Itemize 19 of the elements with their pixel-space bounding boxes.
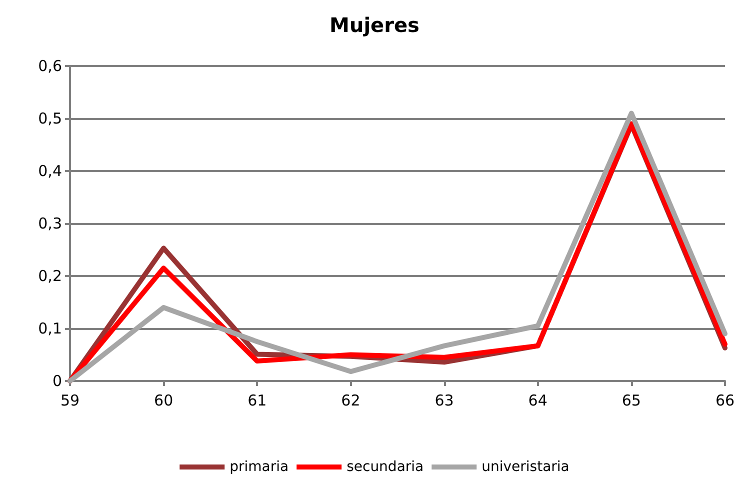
legend-label: secundaria — [346, 459, 424, 475]
y-tick-label: 0,2 — [38, 267, 62, 285]
x-tick-label: 65 — [622, 392, 641, 410]
chart-title: Mujeres — [330, 13, 420, 37]
x-tick-label: 59 — [60, 392, 80, 410]
y-tick-label: 0,4 — [38, 162, 62, 180]
x-tick-label: 62 — [341, 392, 360, 410]
legend-label: primaria — [230, 459, 289, 475]
y-tick-label: 0,3 — [38, 214, 62, 232]
y-tick-label: 0,5 — [38, 110, 62, 128]
x-tick-label: 64 — [528, 392, 548, 410]
x-tick-label: 63 — [434, 392, 454, 410]
y-tick-label: 0,6 — [38, 57, 62, 75]
x-tick-label: 60 — [154, 392, 174, 410]
y-tick-label: 0,1 — [38, 320, 62, 338]
legend-label: univeristaria — [482, 459, 570, 475]
y-tick-label: 0 — [52, 372, 62, 390]
x-tick-label: 66 — [715, 392, 735, 410]
x-tick-label: 61 — [248, 392, 267, 410]
